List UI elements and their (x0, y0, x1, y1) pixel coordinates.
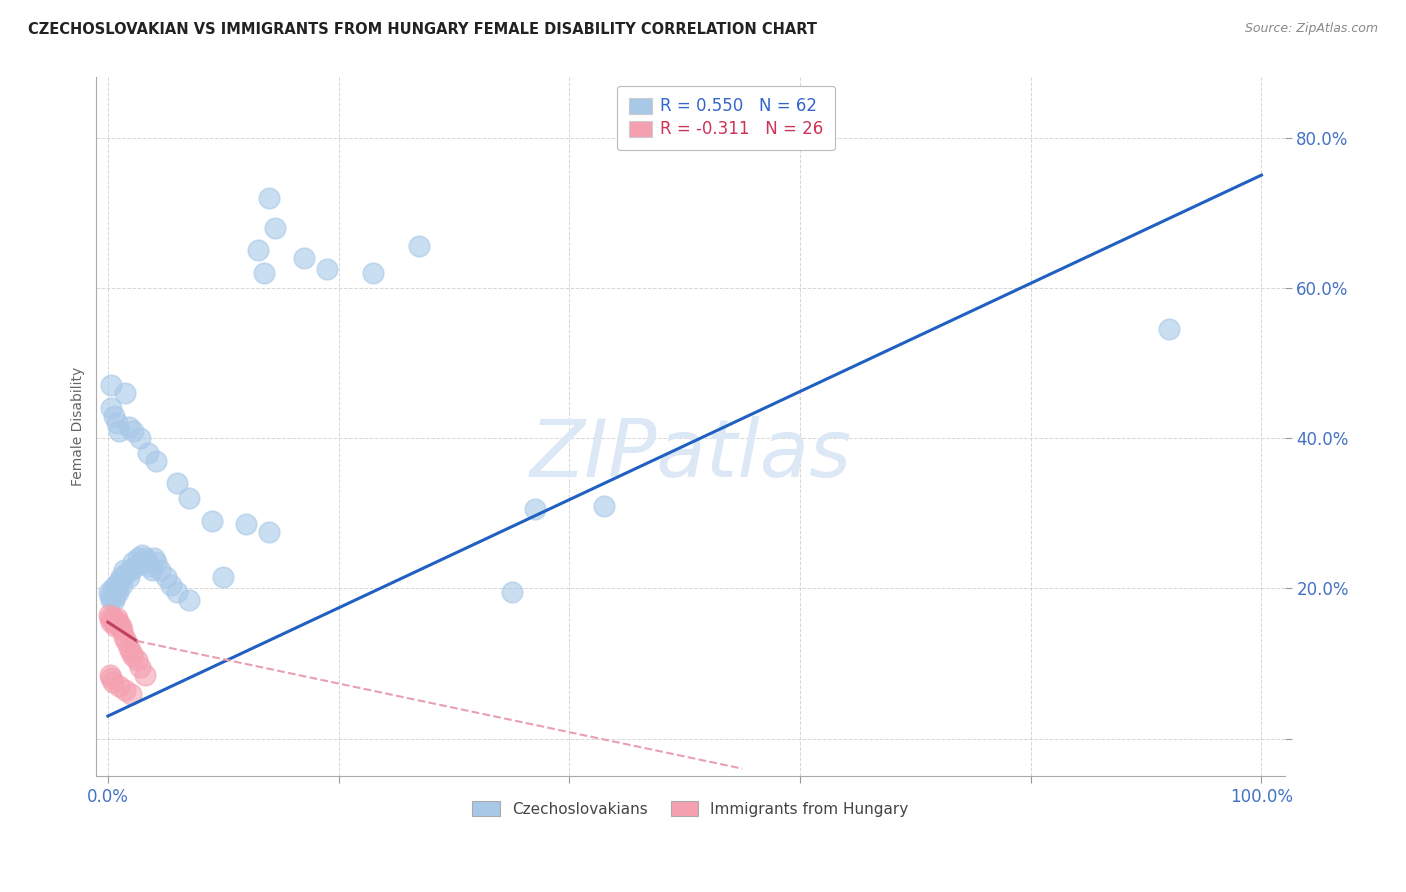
Point (103, 409, 125, 423)
Point (112, 630, 135, 644)
Point (98, 611, 121, 625)
Point (134, 551, 156, 566)
Point (129, 431, 152, 445)
Point (124, 558, 146, 573)
Point (155, 570, 177, 584)
Point (316, 262, 339, 277)
Point (201, 514, 224, 528)
Point (101, 582, 124, 596)
Point (100, 672, 122, 686)
Point (127, 551, 149, 566)
Point (501, 585, 523, 599)
Point (145, 555, 167, 569)
Point (115, 634, 138, 648)
Point (122, 424, 145, 438)
Point (131, 548, 153, 562)
Point (111, 577, 134, 591)
Point (100, 615, 122, 629)
Point (292, 251, 315, 265)
Point (1159, 322, 1181, 336)
Point (120, 645, 142, 659)
Point (110, 570, 132, 584)
Point (104, 619, 127, 633)
Point (166, 476, 188, 491)
Point (108, 619, 131, 633)
Point (122, 648, 145, 663)
Point (101, 675, 124, 690)
Point (134, 667, 156, 681)
Point (212, 570, 235, 584)
Point (112, 563, 135, 577)
Point (115, 566, 138, 581)
Point (264, 220, 287, 235)
Point (103, 615, 125, 629)
Point (259, 524, 281, 539)
Point (143, 551, 166, 566)
Point (136, 555, 159, 569)
Point (98, 607, 121, 622)
Point (118, 641, 141, 656)
Point (177, 592, 200, 607)
Point (145, 453, 167, 467)
Point (114, 682, 136, 697)
Point (107, 615, 129, 629)
Point (177, 491, 200, 505)
Text: CZECHOSLOVAKIAN VS IMMIGRANTS FROM HUNGARY FEMALE DISABILITY CORRELATION CHART: CZECHOSLOVAKIAN VS IMMIGRANTS FROM HUNGA… (28, 22, 817, 37)
Point (122, 555, 145, 569)
Point (107, 585, 129, 599)
Point (129, 660, 152, 674)
Point (593, 499, 616, 513)
Point (166, 585, 188, 599)
Point (120, 563, 142, 577)
Point (408, 239, 430, 253)
Point (259, 191, 281, 205)
Point (120, 686, 142, 700)
Point (129, 555, 152, 569)
Point (98, 585, 121, 599)
Point (100, 592, 122, 607)
Point (523, 502, 546, 516)
Point (149, 563, 172, 577)
Text: Source: ZipAtlas.com: Source: ZipAtlas.com (1244, 22, 1378, 36)
Point (138, 558, 160, 573)
Point (110, 619, 132, 633)
Point (104, 589, 127, 603)
Point (100, 378, 122, 392)
Point (108, 424, 131, 438)
Point (118, 570, 141, 584)
Point (235, 517, 257, 532)
Point (125, 653, 148, 667)
Point (136, 446, 159, 460)
Point (103, 592, 125, 607)
Point (160, 577, 183, 591)
Y-axis label: Female Disability: Female Disability (72, 368, 86, 486)
Point (104, 615, 127, 629)
Point (108, 679, 131, 693)
Point (114, 386, 136, 401)
Text: ZIPatlas: ZIPatlas (530, 416, 852, 494)
Point (118, 419, 141, 434)
Point (98, 589, 121, 603)
Point (252, 266, 274, 280)
Point (361, 266, 384, 280)
Point (104, 577, 127, 591)
Point (111, 623, 134, 637)
Point (246, 244, 269, 258)
Point (141, 563, 163, 577)
Point (108, 574, 131, 588)
Point (100, 401, 122, 415)
Point (98, 667, 121, 681)
Legend: Czechoslovakians, Immigrants from Hungary: Czechoslovakians, Immigrants from Hungar… (464, 794, 917, 824)
Point (105, 611, 128, 625)
Point (101, 611, 124, 625)
Point (105, 416, 128, 430)
Point (105, 582, 128, 596)
